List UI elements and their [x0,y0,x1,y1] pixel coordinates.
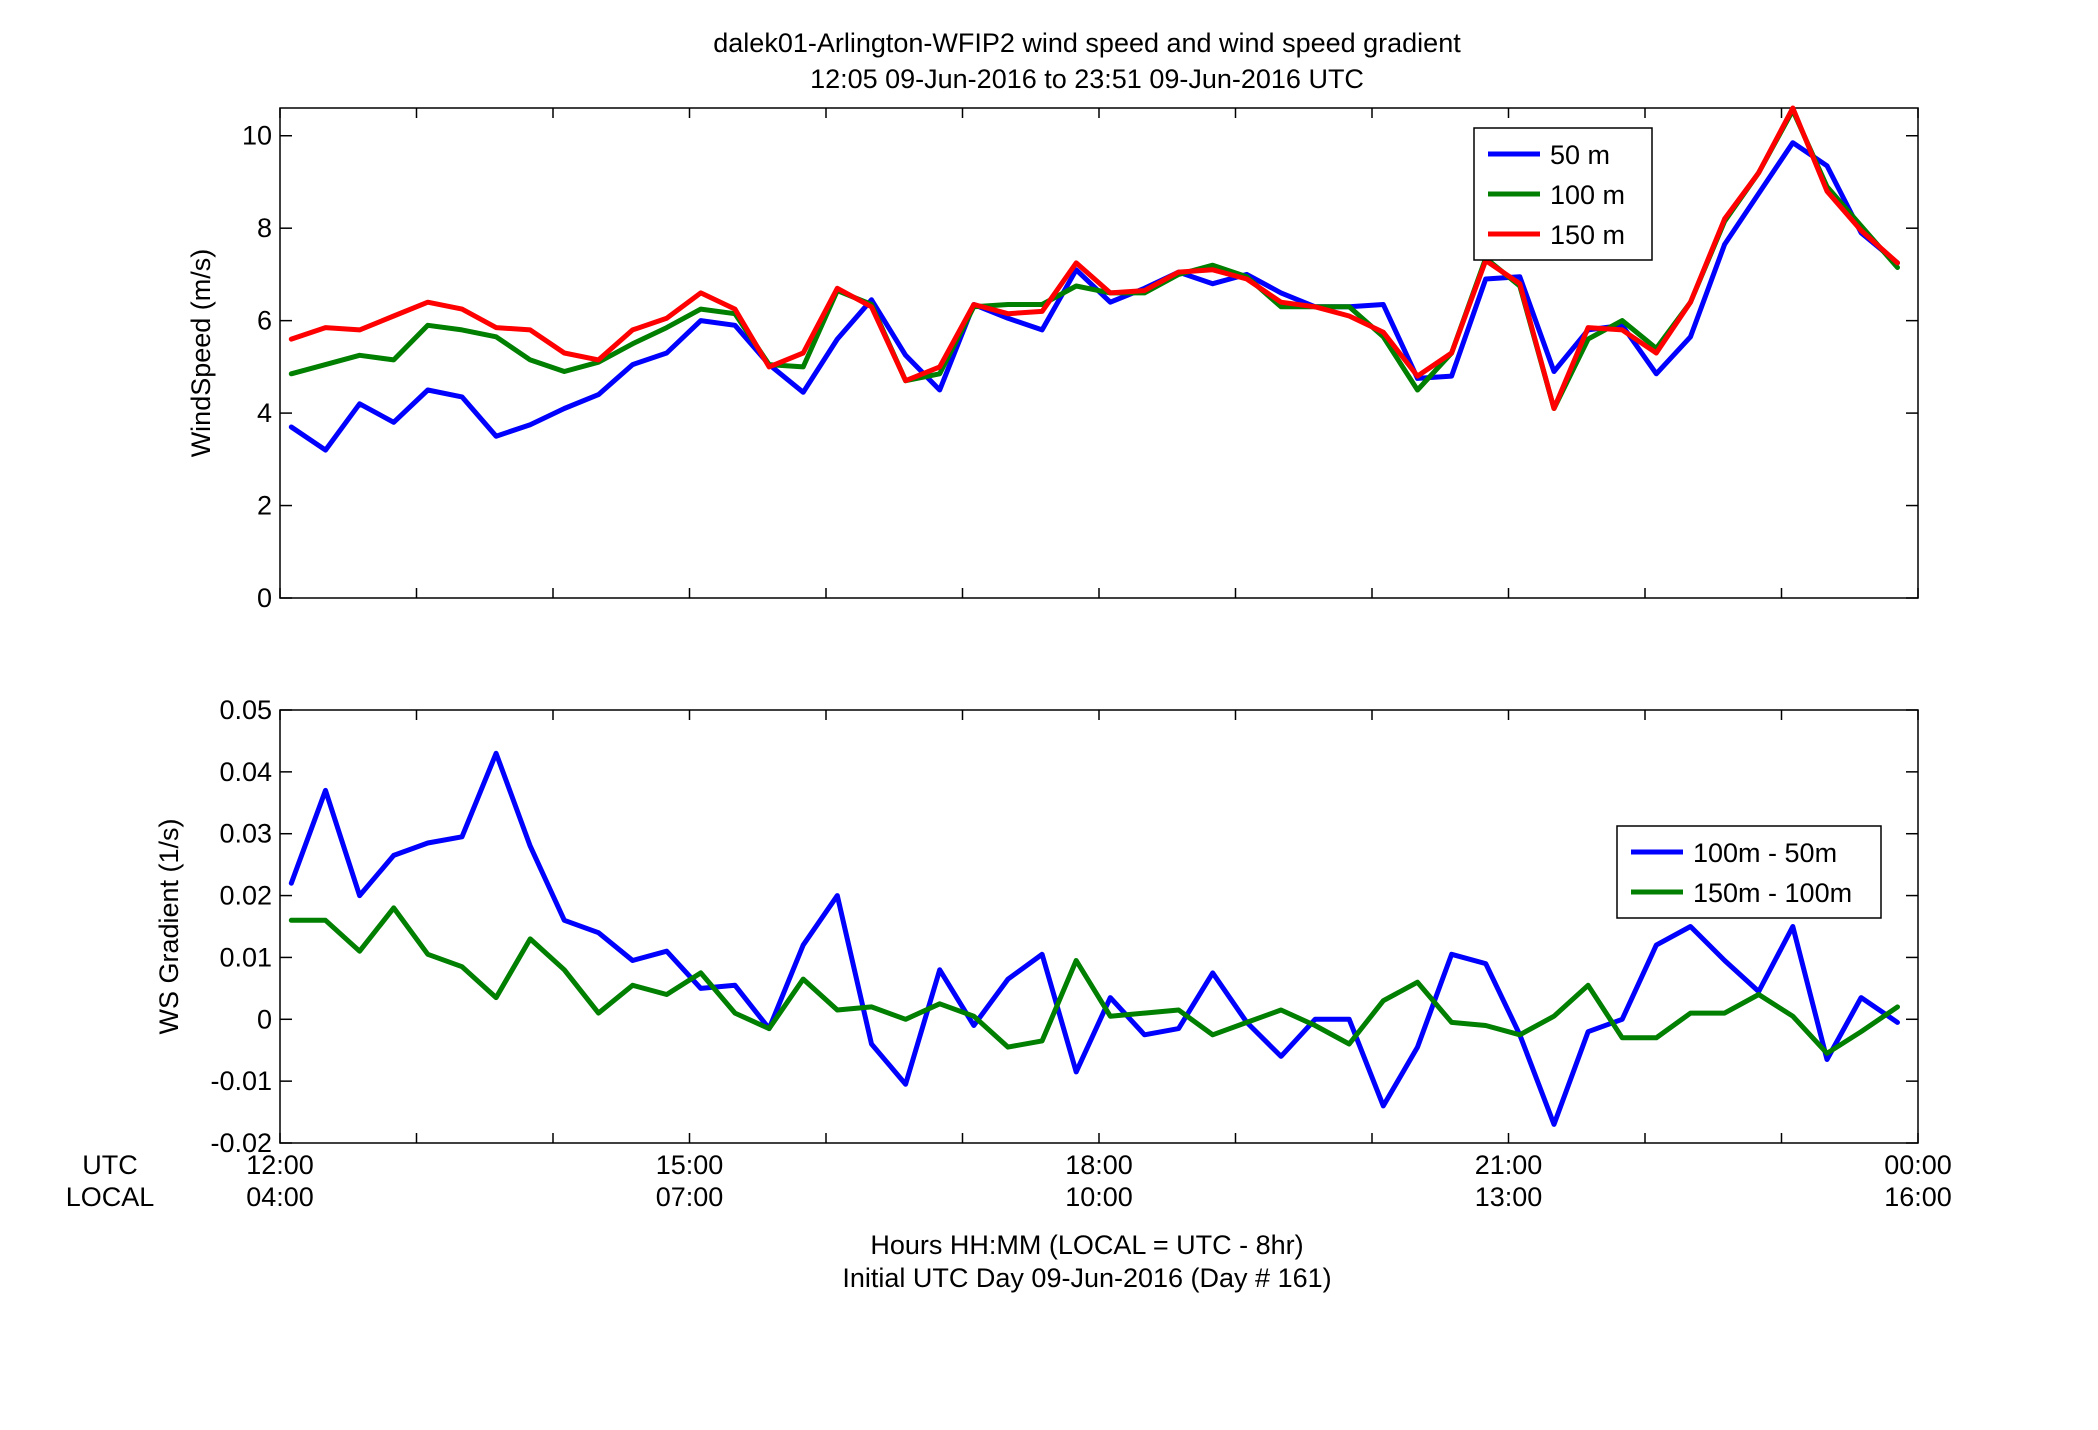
gradient-legend-label-1: 100m - 50m [1693,838,1837,868]
utc-row-label: UTC [82,1150,138,1180]
windspeed-y-tick-label: 10 [242,121,272,151]
gradient-legend: 100m - 50m 150m - 100m [1616,825,1882,919]
windspeed-legend-label-2: 100 m [1550,180,1625,210]
gradient-legend-label-2: 150m - 100m [1693,878,1852,908]
gradient-y-tick-label: 0.01 [219,942,272,972]
windspeed-legend: 50 m 100 m 150 m [1473,127,1653,261]
x-tick-label-utc: 21:00 [1475,1150,1543,1180]
windspeed-y-tick-label: 4 [257,398,272,428]
gradient-legend-box [1616,825,1882,919]
local-row-label: LOCAL [66,1182,155,1212]
windspeed-legend-label-3: 150 m [1550,220,1625,250]
gradient-y-axis-label: WS Gradient (1/s) [154,818,184,1034]
windspeed-y-tick-label: 6 [257,306,272,336]
x-tick-label-local: 10:00 [1065,1182,1133,1212]
windspeed-legend-label-1: 50 m [1550,140,1610,170]
gradient-y-tick-label: 0.03 [219,819,272,849]
x-axis-label-line1: Hours HH:MM (LOCAL = UTC - 8hr) [870,1230,1303,1260]
x-tick-label-utc: 00:00 [1884,1150,1952,1180]
windspeed-y-tick-label: 0 [257,583,272,613]
x-tick-label-local: 13:00 [1475,1182,1543,1212]
x-tick-label-utc: 18:00 [1065,1150,1133,1180]
windspeed-series-line-2 [288,107,1900,411]
gradient-series-line-1 [288,750,1900,1127]
x-tick-label-local: 04:00 [246,1182,314,1212]
gradient-y-tick-label: 0.02 [219,881,272,911]
x-tick-label-utc: 12:00 [246,1150,314,1180]
x-tick-label-local: 07:00 [656,1182,724,1212]
chart-title-line1: dalek01-Arlington-WFIP2 wind speed and w… [713,28,1461,58]
windspeed-series-line-1 [288,140,1900,453]
gradient-y-tick-label: -0.02 [210,1128,272,1158]
gradient-y-tick-label: 0.05 [219,695,272,725]
gradient-y-tick-label: 0.04 [219,757,272,787]
x-axis-label-line2: Initial UTC Day 09-Jun-2016 (Day # 161) [842,1263,1331,1293]
chart-title-line2: 12:05 09-Jun-2016 to 23:51 09-Jun-2016 U… [810,64,1364,94]
windspeed-y-tick-label: 2 [257,491,272,521]
windspeed-y-axis-label: WindSpeed (m/s) [186,249,216,458]
windspeed-y-tick-label: 8 [257,213,272,243]
windspeed-series-line-3 [288,105,1900,411]
gradient-y-tick-label: 0 [257,1004,272,1034]
gradient-axes-box [279,709,1919,1144]
gradient-y-tick-label: -0.01 [210,1066,272,1096]
x-tick-label-local: 16:00 [1884,1182,1952,1212]
windspeed-panel: 0 2 4 6 8 10 WindSpeed (m/s) 50 m 100 m 150 m [186,105,1919,613]
gradient-panel: -0.02 -0.01 0 0.01 0.02 0.03 0.04 0.05 WS Gradie… [154,695,1919,1158]
gradient-series-line-2 [288,905,1900,1056]
x-tick-label-utc: 15:00 [656,1150,724,1180]
